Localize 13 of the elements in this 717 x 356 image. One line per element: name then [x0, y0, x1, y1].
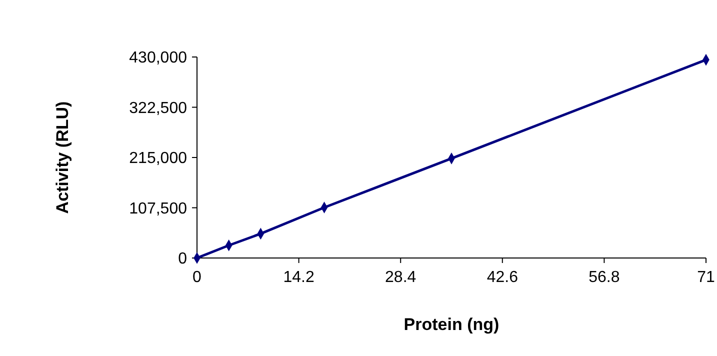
- x-tick-label: 14.2: [283, 269, 314, 286]
- y-tick-label: 322,500: [129, 100, 188, 117]
- x-tick-label: 56.8: [588, 269, 620, 286]
- x-tick-label: 42.6: [486, 269, 518, 286]
- y-tick-label: 215,000: [129, 150, 188, 168]
- x-tick-label: 71: [697, 269, 715, 286]
- y-tick-label: 107,500: [129, 200, 188, 218]
- y-axis-title: Activity (RLU): [53, 101, 72, 214]
- x-axis-title: Protein (ng): [404, 315, 500, 334]
- y-tick-label: 0: [178, 250, 188, 268]
- x-tick-label: 28.4: [385, 269, 416, 286]
- x-tick-label: 0: [192, 269, 202, 286]
- y-tick-label: 430,000: [129, 50, 188, 67]
